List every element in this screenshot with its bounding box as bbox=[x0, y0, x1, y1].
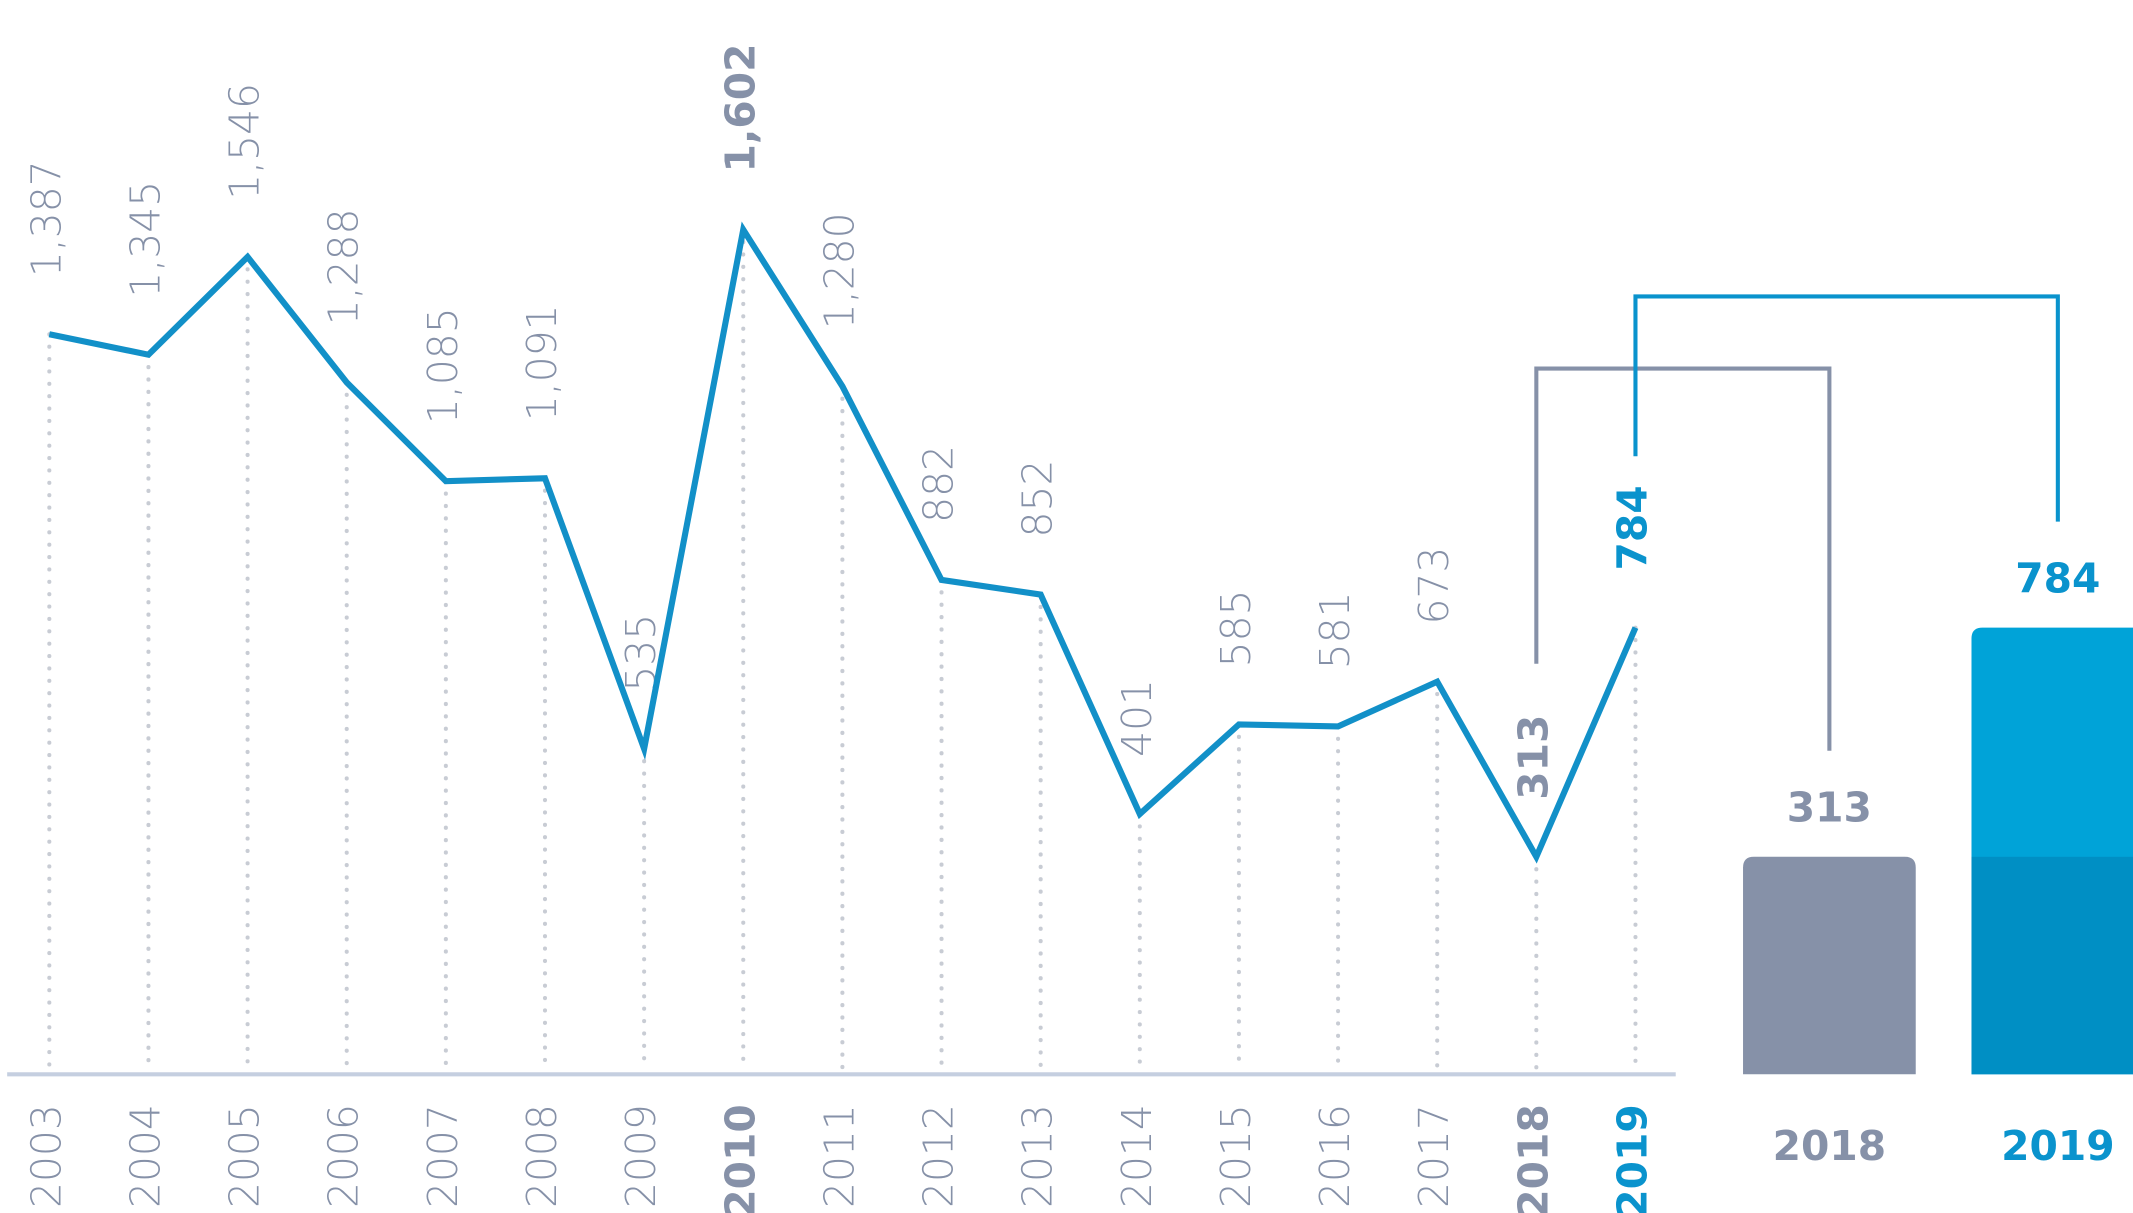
data-label: 1,091 bbox=[518, 304, 566, 421]
x-tick-label: 2016 bbox=[1311, 1104, 1359, 1208]
connector bbox=[1534, 366, 1832, 751]
x-tick-label: 2003 bbox=[22, 1104, 70, 1208]
x-tick-label: 2007 bbox=[419, 1104, 467, 1208]
data-label: 882 bbox=[915, 445, 963, 523]
data-label: 1,345 bbox=[121, 181, 169, 298]
bar bbox=[1743, 856, 1916, 1075]
x-tick-label: 2006 bbox=[320, 1104, 368, 1208]
data-label: 585 bbox=[1212, 590, 1260, 668]
x-tick-label: 2011 bbox=[815, 1104, 863, 1208]
data-label: 852 bbox=[1014, 460, 1062, 538]
x-tick-label: 2008 bbox=[518, 1104, 566, 1208]
x-tick-label: 2012 bbox=[915, 1104, 963, 1208]
data-label: 1,602 bbox=[716, 44, 764, 173]
data-label: 1,387 bbox=[22, 160, 70, 277]
x-tick-label: 2019 bbox=[2001, 1122, 2115, 1170]
data-label: 581 bbox=[1311, 591, 1359, 669]
x-tick-label: 2018 bbox=[1773, 1122, 1887, 1170]
line bbox=[48, 221, 1639, 864]
connector bbox=[1633, 294, 2060, 522]
data-label: 1,280 bbox=[815, 212, 863, 329]
x-tick-label: 2017 bbox=[1410, 1104, 1458, 1208]
x-tick-label: 2010 bbox=[716, 1104, 764, 1213]
x-tick-label: 2005 bbox=[221, 1104, 269, 1208]
x-tick-label: 2013 bbox=[1014, 1104, 1062, 1208]
x-tick-label: 2004 bbox=[121, 1104, 169, 1208]
x-tick-label: 2014 bbox=[1113, 1104, 1161, 1208]
data-label: 673 bbox=[1410, 547, 1458, 625]
x-tick-label: 2018 bbox=[1509, 1104, 1557, 1213]
data-label: 784 bbox=[2015, 554, 2100, 602]
data-label: 1,546 bbox=[221, 83, 269, 200]
x-tick-label: 2015 bbox=[1212, 1104, 1260, 1208]
x-tick-label: 2009 bbox=[617, 1104, 665, 1208]
data-label: 1,288 bbox=[320, 209, 368, 326]
data-label: 313 bbox=[1509, 715, 1557, 800]
data-label: 313 bbox=[1787, 784, 1872, 832]
data-label: 401 bbox=[1113, 679, 1161, 757]
x-tick-label: 2019 bbox=[1608, 1104, 1656, 1213]
data-label: 784 bbox=[1608, 485, 1656, 570]
bar-lower-part bbox=[1971, 856, 2133, 1075]
data-label: 1,085 bbox=[419, 307, 467, 424]
